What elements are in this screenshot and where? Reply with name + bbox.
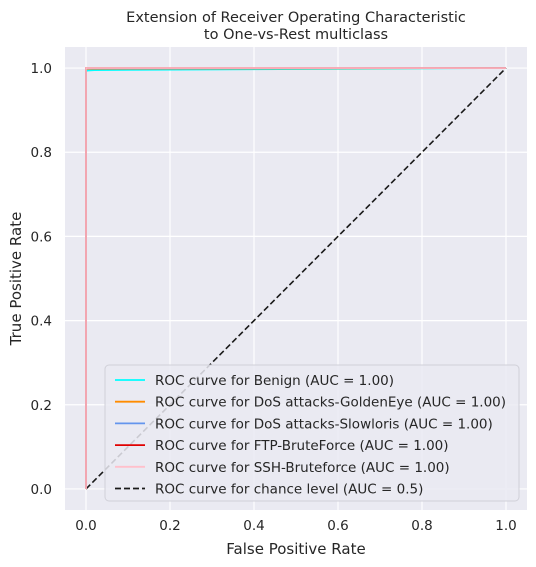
series-lines bbox=[85, 67, 507, 490]
x-tick-label: 0.4 bbox=[243, 518, 264, 534]
y-tick-label: 0.6 bbox=[31, 229, 52, 245]
x-tick-label: 0.6 bbox=[327, 518, 348, 534]
x-tick-label: 0.0 bbox=[75, 518, 96, 534]
legend-entry: ROC curve for chance level (AUC = 0.5) bbox=[155, 482, 423, 498]
x-axis-label: False Positive Rate bbox=[226, 540, 365, 558]
legend-box bbox=[104, 364, 520, 502]
legend-entry: ROC curve for FTP-BruteForce (AUC = 1.00… bbox=[155, 438, 449, 454]
x-ticks: 0.0 0.2 0.4 0.6 0.8 1.0 bbox=[75, 518, 516, 534]
y-tick-label: 0.4 bbox=[31, 314, 52, 330]
y-tick-label: 1.0 bbox=[31, 61, 52, 77]
x-tick-label: 0.8 bbox=[411, 518, 432, 534]
y-axis-label: True Positive Rate bbox=[7, 212, 25, 347]
legend: ROC curve for Benign (AUC = 1.00) ROC cur… bbox=[104, 364, 520, 502]
chart-title-line: to One-vs-Rest multiclass bbox=[204, 27, 388, 43]
x-tick-label: 1.0 bbox=[495, 518, 516, 534]
legend-entry: ROC curve for DoS attacks-GoldenEye (AUC… bbox=[155, 395, 506, 411]
chart-title-line: Extension of Receiver Operating Characte… bbox=[126, 10, 466, 26]
y-tick-label: 0.2 bbox=[31, 398, 52, 414]
legend-entry: ROC curve for SSH-Bruteforce (AUC = 1.00… bbox=[155, 460, 450, 476]
y-tick-label: 0.8 bbox=[31, 145, 52, 161]
legend-entry: ROC curve for DoS attacks-Slowloris (AUC… bbox=[155, 416, 493, 432]
y-ticks: 0.0 0.2 0.4 0.6 0.8 1.0 bbox=[31, 61, 52, 498]
roc-series-line bbox=[85, 67, 506, 489]
x-tick-label: 0.2 bbox=[159, 518, 180, 534]
chart-title: Extension of Receiver Operating Characte… bbox=[126, 10, 466, 43]
legend-entry: ROC curve for Benign (AUC = 1.00) bbox=[155, 373, 394, 389]
y-tick-label: 0.0 bbox=[31, 482, 52, 498]
